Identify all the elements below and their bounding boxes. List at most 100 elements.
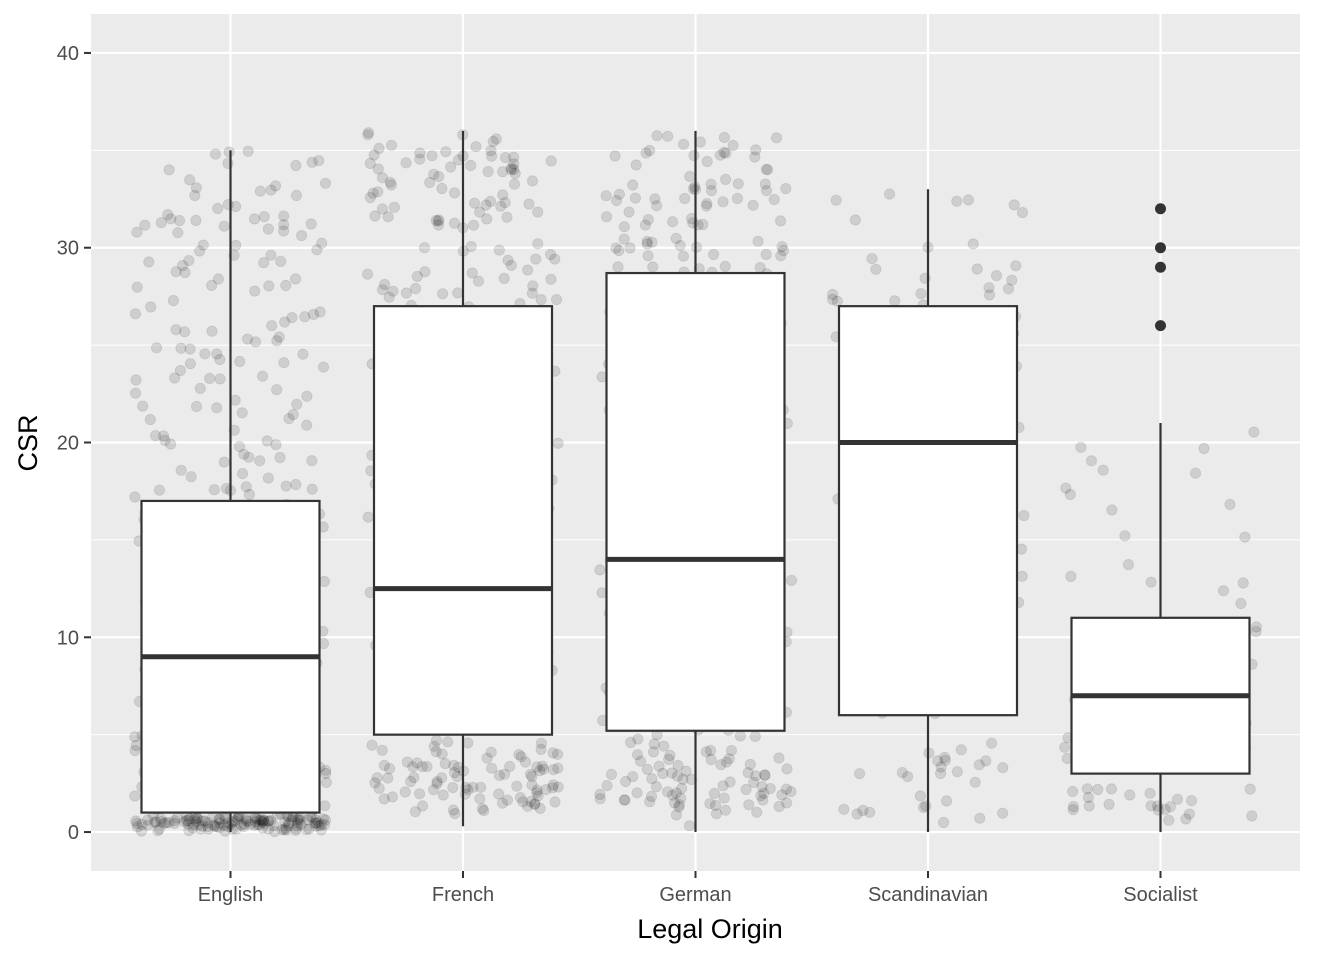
jitter-point	[610, 195, 623, 207]
jitter-point	[191, 400, 203, 413]
jitter-point	[481, 752, 493, 764]
jitter-point	[190, 182, 202, 194]
jitter-point	[623, 206, 635, 218]
outlier-point	[1155, 261, 1166, 273]
jitter-point	[240, 813, 252, 825]
jitter-point	[663, 753, 675, 766]
jitter-point	[932, 755, 944, 767]
jitter-point	[1180, 813, 1192, 825]
jitter-point	[399, 786, 411, 798]
jitter-point	[485, 145, 497, 157]
jitter-point	[314, 306, 326, 318]
jitter-point	[476, 803, 488, 815]
jitter-point	[694, 136, 706, 148]
jitter-point	[740, 783, 752, 796]
x-tick-label: Scandinavian	[868, 884, 988, 906]
jitter-point	[177, 259, 189, 272]
jitter-point	[551, 748, 564, 760]
jitter-point	[708, 787, 721, 800]
jitter-point	[189, 813, 201, 825]
jitter-point	[428, 740, 440, 752]
jitter-point	[547, 763, 560, 776]
jitter-point	[452, 287, 464, 299]
jitter-point	[291, 820, 303, 832]
jitter-point	[683, 820, 696, 832]
jitter-point	[1217, 585, 1230, 597]
jitter-point	[301, 390, 313, 402]
jitter-point	[159, 434, 171, 446]
jitter-point	[383, 291, 395, 303]
jitter-point	[430, 734, 443, 747]
jitter-point	[313, 820, 325, 832]
jitter-point	[662, 130, 674, 142]
jitter-point	[468, 197, 481, 209]
jitter-point	[896, 766, 909, 779]
jitter-point	[705, 185, 718, 197]
jitter-point	[404, 775, 417, 788]
jitter-point	[544, 248, 557, 261]
jitter-point	[915, 288, 927, 300]
jitter-point	[670, 787, 683, 799]
jitter-point	[768, 194, 780, 206]
jitter-point	[549, 796, 561, 808]
jitter-point	[475, 781, 487, 793]
jitter-point	[319, 814, 332, 826]
jitter-point	[666, 216, 679, 228]
jitter-point	[535, 293, 547, 306]
jitter-point	[418, 242, 431, 254]
jitter-point	[439, 758, 451, 770]
jitter-point	[243, 451, 255, 463]
jitter-point	[523, 198, 535, 210]
jitter-point	[426, 150, 438, 162]
jitter-point	[182, 815, 194, 827]
jitter-point	[266, 320, 278, 332]
jitter-point	[742, 767, 754, 779]
jitter-point	[142, 819, 154, 831]
jitter-point	[630, 159, 642, 171]
jitter-point	[759, 178, 771, 190]
jitter-point	[594, 793, 606, 805]
jitter-point	[279, 316, 291, 328]
jitter-point	[508, 163, 520, 176]
jitter-point	[969, 776, 981, 788]
jitter-point	[643, 144, 656, 157]
jitter-point	[748, 776, 760, 789]
jitter-point	[432, 219, 445, 231]
jitter-point	[283, 817, 295, 829]
jitter-point	[1016, 207, 1029, 219]
jitter-point	[183, 813, 195, 825]
jitter-point	[195, 823, 207, 835]
jitter-point	[496, 797, 509, 809]
jitter-point	[641, 238, 653, 250]
jitter-point	[228, 424, 240, 436]
jitter-point	[507, 151, 520, 163]
jitter-point	[300, 823, 312, 836]
jitter-point	[382, 772, 394, 784]
outlier-point	[1155, 320, 1166, 332]
jitter-point	[1248, 426, 1260, 438]
jitter-point	[955, 744, 967, 756]
jitter-point	[751, 806, 763, 818]
jitter-point	[701, 198, 713, 210]
jitter-point	[202, 817, 214, 829]
jitter-point	[613, 188, 626, 200]
jitter-point	[180, 814, 192, 827]
y-tick-label: 0	[68, 822, 79, 844]
jitter-point	[258, 257, 270, 269]
jitter-point	[262, 823, 274, 835]
jitter-point	[646, 236, 658, 248]
jitter-point	[257, 814, 270, 826]
jitter-point	[619, 775, 632, 788]
jitter-point	[387, 285, 399, 297]
jitter-point	[513, 748, 525, 761]
jitter-point	[760, 163, 772, 175]
jitter-point	[258, 818, 270, 830]
jitter-point	[244, 818, 257, 830]
jitter-point	[672, 759, 684, 772]
jitter-point	[290, 189, 303, 202]
jitter-point	[704, 744, 717, 757]
jitter-point	[760, 185, 773, 197]
jitter-point	[290, 823, 302, 835]
jitter-point	[627, 771, 639, 783]
y-tick-label: 30	[57, 238, 79, 260]
